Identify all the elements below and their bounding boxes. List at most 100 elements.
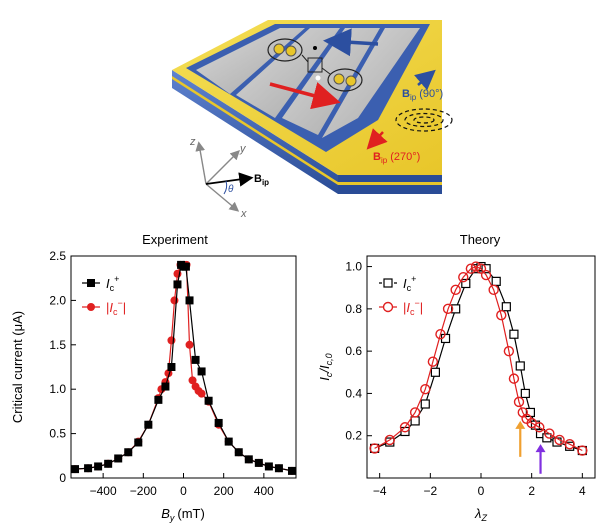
x-tick-label: −2 [423,484,437,498]
data-point [465,263,477,274]
plot-frame [70,255,297,479]
red-current-arrow [269,82,341,110]
y-axis: 0.2 0.4 0.6 0.8 1.0 [345,260,372,443]
x-tick-label: −200 [130,484,157,498]
data-point [520,388,530,399]
data-point [224,437,233,446]
data-point [470,261,482,272]
svg-text:θ: θ [228,184,234,195]
data-point [475,263,487,274]
data-point [274,464,283,473]
data-point [197,367,206,376]
data-point [114,454,123,463]
legend-label-ic-minus: |Ic−| [403,298,423,317]
data-point [170,296,179,305]
data-point [515,361,525,371]
y-axis-label: Critical current (μA) [10,311,25,423]
data-point [544,428,555,439]
data-point [430,367,441,377]
svg-text:y: y [239,143,247,155]
x-axis-label: By (mT) [161,506,205,523]
data-point [94,462,103,471]
svg-text:Bip: Bip [254,173,269,187]
x-axis: −400 −200 0 200 400 [90,473,274,498]
svg-text:x: x [240,208,247,220]
data-point [503,345,515,357]
y-axis-label: Ic/Ic,0 [317,353,334,380]
legend-marker-ic-minus [87,303,95,311]
data-point [451,304,461,314]
data-point [458,271,469,283]
data-point [461,278,471,289]
data-point [188,376,197,385]
data-point [491,276,501,286]
y-tick-label: 0.6 [345,344,362,358]
series-group [71,260,296,475]
x-axis: −4 −2 0 2 4 [373,473,586,498]
y-tick-label: 0 [59,471,66,485]
data-point [496,309,507,321]
x-tick-label: −400 [90,484,117,498]
data-point [435,329,446,340]
y-tick-label: 0.4 [345,386,362,400]
theory-chart: Theory 0.2 0.4 0.6 0.8 1.0 −4 −2 0 2 4 Ic/Ic,0 λ… [317,232,596,523]
y-tick-label: 0.5 [49,427,66,441]
data-point [384,434,396,446]
x-tick-label: 0 [478,484,485,498]
data-point [244,455,253,464]
svg-text:z: z [189,136,196,148]
data-point [84,464,93,473]
data-point [71,465,80,474]
data-point [154,395,163,404]
field-label-270: Bip (270°) [373,151,420,165]
data-point [420,399,430,409]
chart-title: Theory [460,232,501,247]
data-point [420,383,431,395]
data-point [513,396,525,408]
y-tick-label: 1.0 [49,382,66,396]
cooper-pairs [267,38,363,92]
y-tick-label: 1.0 [345,260,362,274]
x-tick-label: 4 [579,484,586,498]
data-point [173,280,182,289]
data-point [181,262,190,271]
data-point [144,420,153,429]
data-point [214,418,223,427]
y-tick-label: 0.8 [345,302,362,316]
data-point [161,382,170,391]
data-point [450,284,461,296]
data-point [167,363,176,371]
data-point [480,269,492,281]
x-tick-label: 2 [528,484,535,498]
legend-label-ic-minus: |Ic−| [106,298,126,317]
data-point [534,422,545,433]
data-point [501,302,511,312]
data-point [234,448,243,457]
device-diagram: Bip (90°) Bip (270°) z y x θ Bip [172,20,453,220]
data-point [427,356,439,367]
x-tick-label: 400 [254,484,274,498]
data-point [254,458,263,467]
series-group [369,261,588,456]
data-point [287,466,296,475]
data-point [554,434,565,446]
data-point [577,445,588,456]
data-point [410,416,420,426]
x-tick-label: 200 [214,484,234,498]
blue-current-arrow [323,28,379,57]
data-point [124,448,133,457]
field-arrow-270 [366,128,388,150]
y-tick-label: 0.2 [345,429,362,443]
legend-marker-ic-plus [383,278,393,288]
legend: Ic+ |Ic−| [379,274,423,317]
field-arrow-90 [414,69,436,91]
data-point [526,417,537,429]
data-point [264,462,273,471]
data-point [197,389,206,398]
legend-marker-ic-minus [382,301,394,313]
data-point [191,355,200,364]
series-line [74,264,293,472]
data-point [409,407,421,418]
data-point [369,443,380,454]
vortex-loops [395,108,453,132]
